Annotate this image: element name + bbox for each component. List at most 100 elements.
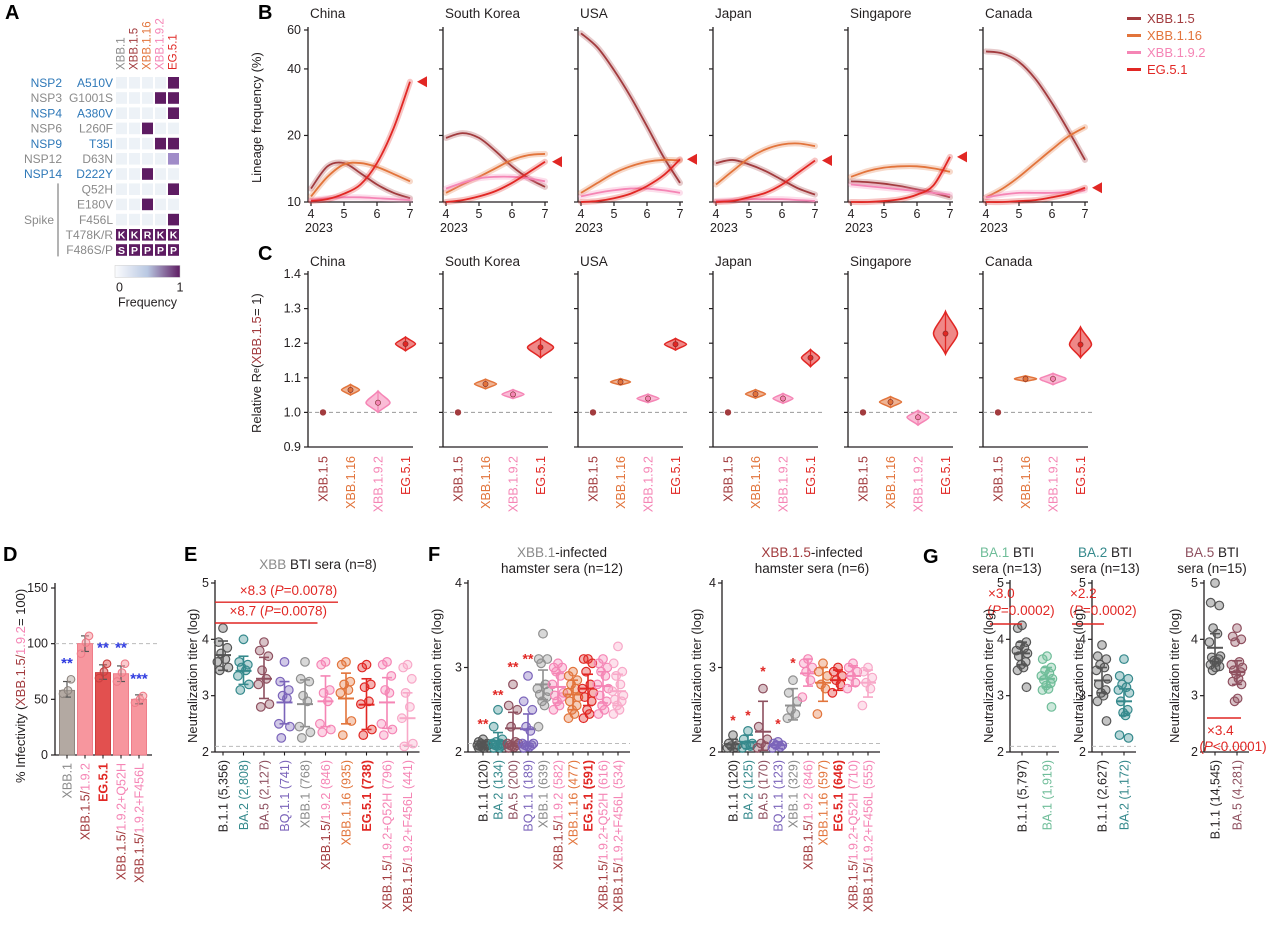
data-point	[608, 658, 619, 669]
y-tick-label: 150	[27, 581, 48, 595]
panel-b-y-axis-title: Lineage frequency (%)	[249, 52, 264, 184]
x-tick-label: 5	[611, 207, 618, 221]
data-point	[506, 721, 516, 732]
heatmap-col-header: XBB.1.16	[142, 21, 154, 70]
data-point	[300, 656, 310, 667]
line-XBB.1.16	[310, 161, 411, 197]
line-XBB.1.16	[445, 153, 546, 194]
panel-b-subplot-singapore: Singapore 4 5 6 7 2023	[844, 6, 967, 235]
line-XBB.1.9.2	[985, 189, 1086, 199]
p-value-annotation: (P=0.0002)	[987, 603, 1054, 618]
data-point	[743, 725, 753, 736]
panel-f1-y-axis-title: Neutralization titer (log)	[429, 608, 444, 744]
heatmap-cell-letter: P	[144, 245, 151, 257]
heatmap-cell	[115, 106, 128, 121]
heatmap-cell	[115, 76, 128, 90]
heatmap-cell	[141, 152, 154, 166]
data-point	[593, 709, 604, 719]
x-category-label: XBB.1.16 (597)	[816, 760, 830, 845]
heatmap-cell	[141, 228, 154, 242]
data-point	[238, 634, 249, 645]
x-tick-label: 5	[476, 207, 483, 221]
y-tick-label: 2	[1191, 745, 1198, 759]
y-tick-label: 2	[202, 745, 209, 759]
x-category-label: XBB.1	[61, 763, 75, 798]
x-category-label: XBB.1.9.2	[912, 456, 926, 512]
heatmap-cell	[141, 136, 154, 151]
x-tick-label: 4	[713, 207, 720, 221]
legend-swatch	[1127, 68, 1141, 71]
reference-point-XBB.1.5	[859, 409, 867, 416]
heatmap-mutation-label: D63N	[82, 152, 113, 166]
y-tick-label: 1.4	[284, 267, 301, 281]
data-point	[264, 699, 275, 710]
y-tick-label: 2	[1079, 745, 1086, 759]
heatmap-cell	[141, 212, 154, 227]
data-point	[593, 658, 604, 669]
panel-e-y-axis-title: Neutralization titer (log)	[185, 608, 200, 744]
x-axis-year-label: 2023	[305, 221, 333, 235]
x-category-label: XBB.1.5	[317, 456, 331, 502]
x-category-label: EG.5.1	[669, 456, 683, 495]
heatmap-mutation-label: L260F	[79, 122, 113, 136]
heatmap-cell	[141, 76, 154, 90]
x-category-label: XBB.1.5/1.9.2 (846)	[319, 760, 333, 870]
y-tick-label: 5	[997, 576, 1004, 590]
data-point	[359, 682, 370, 693]
panel-f2-y-axis-title: Neutralization titer (log)	[689, 608, 704, 744]
data-point	[66, 674, 76, 684]
x-tick-label: 4	[578, 207, 585, 221]
heatmap-gene-label: NSP6	[31, 122, 63, 136]
subplot-title-line2: sera (n=15)	[1177, 561, 1246, 576]
p-value-annotation: (P=0.0002)	[1069, 603, 1136, 618]
data-point	[788, 675, 798, 686]
p-value-annotation: (P<0.0001)	[1199, 739, 1266, 754]
violin-median	[347, 387, 354, 393]
data-point	[1204, 637, 1215, 647]
x-category-label: XBB.1 (639)	[536, 760, 550, 828]
y-axis-title-part: Relative R	[249, 372, 264, 433]
x-category-label: XBB.1.16	[614, 456, 628, 509]
heatmap-cell	[154, 152, 167, 166]
data-point	[594, 690, 605, 701]
data-point	[613, 641, 623, 652]
x-tick-label: 6	[1049, 207, 1056, 221]
y-axis-title-part: e	[251, 367, 262, 373]
heatmap-cell	[141, 106, 154, 121]
data-point	[1123, 732, 1134, 743]
heatmap-cell	[115, 136, 128, 151]
y-tick-label: 2	[709, 745, 716, 759]
data-point	[263, 651, 274, 662]
heatmap-cell	[128, 152, 141, 166]
colorbar-max: 1	[177, 280, 184, 294]
x-category-label: XBB.1.5	[587, 456, 601, 502]
y-axis-title-part: = 1)	[249, 293, 264, 316]
x-tick-label: 6	[914, 207, 921, 221]
heatmap-cell	[115, 212, 128, 227]
heatmap-cell	[154, 167, 167, 181]
x-category-label: EG.5.1 (646)	[831, 760, 845, 832]
data-point	[76, 649, 86, 659]
data-point	[407, 738, 418, 749]
heatmap-mutation-label: D222Y	[76, 167, 113, 181]
heatmap-gene-label: NSP4	[31, 106, 63, 120]
x-category-label: XBB.1.5/1.9.2 (582)	[551, 760, 565, 870]
line-XBB.1.16	[985, 126, 1086, 199]
heatmap-cell	[167, 182, 180, 196]
subplot-title: South Korea	[445, 254, 521, 269]
heatmap-cell	[128, 91, 141, 105]
data-point	[1012, 665, 1023, 676]
x-tick-label: 7	[1082, 207, 1089, 221]
x-category-label: BA.5 (170)	[756, 760, 770, 820]
y-axis-title-part: = 100)	[13, 588, 28, 626]
data-point	[737, 742, 748, 753]
heatmap-gene-label: NSP3	[31, 91, 63, 105]
panel-b-subplot-japan: Japan 4 5 6 7 2023	[709, 6, 832, 235]
significance-stars: **	[97, 640, 109, 657]
arrow-eg51-icon	[417, 76, 427, 88]
x-tick-label: 6	[644, 207, 651, 221]
y-tick-label: 4	[1079, 632, 1086, 646]
x-category-label: BA.5 (4,281)	[1230, 760, 1244, 830]
